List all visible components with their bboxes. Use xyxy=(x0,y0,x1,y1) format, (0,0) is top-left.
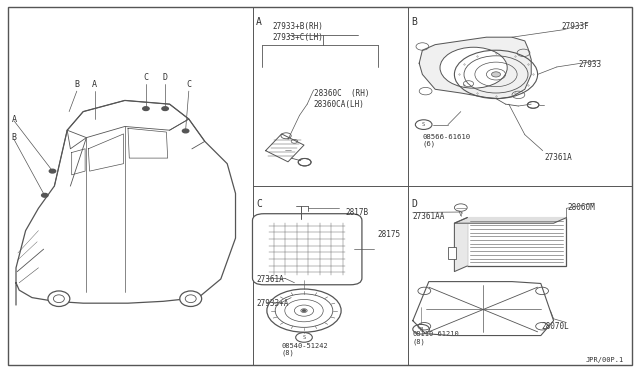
Text: D: D xyxy=(163,73,168,82)
Text: 08540-51242
(8): 08540-51242 (8) xyxy=(282,343,328,356)
Text: B: B xyxy=(412,17,417,27)
Text: C: C xyxy=(256,199,262,209)
Text: C: C xyxy=(186,80,191,89)
Bar xyxy=(448,247,456,259)
Text: C: C xyxy=(143,73,148,82)
Circle shape xyxy=(162,107,168,110)
Text: S: S xyxy=(422,122,426,127)
Text: 27361AA: 27361AA xyxy=(413,212,445,221)
Ellipse shape xyxy=(185,295,196,302)
Ellipse shape xyxy=(53,295,65,302)
Circle shape xyxy=(143,107,149,110)
Circle shape xyxy=(42,193,48,197)
Circle shape xyxy=(302,310,306,312)
Text: B: B xyxy=(419,327,423,332)
Circle shape xyxy=(182,129,189,133)
Polygon shape xyxy=(413,282,554,336)
Polygon shape xyxy=(419,37,531,99)
Text: 27933: 27933 xyxy=(579,60,602,68)
Text: B: B xyxy=(12,133,17,142)
Text: 27933F: 27933F xyxy=(561,22,589,31)
Text: 28070L: 28070L xyxy=(542,322,570,331)
Text: A: A xyxy=(256,17,262,27)
Text: 28360C  (RH)
28360CA(LH): 28360C (RH) 28360CA(LH) xyxy=(314,89,369,109)
Text: 28060M: 28060M xyxy=(568,203,595,212)
Text: B: B xyxy=(74,80,79,89)
Text: 27361A: 27361A xyxy=(544,153,572,161)
Text: D: D xyxy=(412,199,417,209)
Text: 08110-61210
(8): 08110-61210 (8) xyxy=(413,331,460,344)
Text: 27933+B(RH)
27933+C(LH): 27933+B(RH) 27933+C(LH) xyxy=(272,22,323,42)
Text: A: A xyxy=(92,80,97,89)
Polygon shape xyxy=(454,218,566,223)
Polygon shape xyxy=(454,218,467,272)
Text: A: A xyxy=(12,115,17,124)
Ellipse shape xyxy=(440,47,508,88)
Circle shape xyxy=(49,169,56,173)
Text: 27933+A: 27933+A xyxy=(256,299,289,308)
Ellipse shape xyxy=(48,291,70,307)
Text: 08566-61610
(6): 08566-61610 (6) xyxy=(422,134,470,147)
Text: JPR/00P.1: JPR/00P.1 xyxy=(586,357,624,363)
FancyBboxPatch shape xyxy=(252,214,362,285)
Polygon shape xyxy=(266,134,304,162)
Circle shape xyxy=(492,72,500,77)
Text: 2817B: 2817B xyxy=(346,208,369,217)
Text: 27361A: 27361A xyxy=(256,275,284,283)
Ellipse shape xyxy=(180,291,202,307)
Text: S: S xyxy=(302,335,306,340)
Bar xyxy=(467,218,566,266)
Text: 28175: 28175 xyxy=(378,230,401,239)
